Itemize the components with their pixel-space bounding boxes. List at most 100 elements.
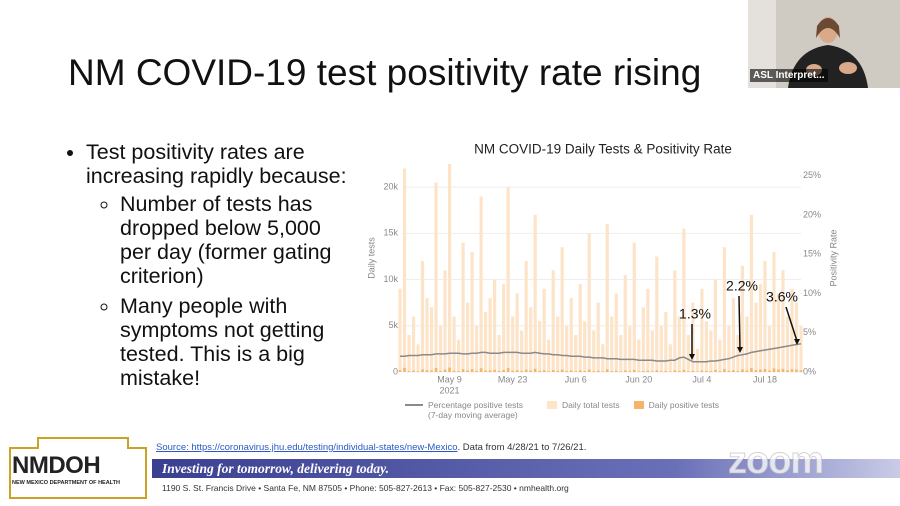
bar xyxy=(592,330,596,372)
bar xyxy=(750,368,753,372)
bar xyxy=(434,182,438,372)
y2-tick-label: 5% xyxy=(803,327,816,337)
slide-title: NM COVID-19 test positivity rate rising xyxy=(68,52,702,93)
bar xyxy=(474,325,479,372)
bar xyxy=(772,251,776,372)
bar xyxy=(583,321,587,372)
bar xyxy=(484,370,487,372)
bar xyxy=(583,371,587,372)
bar xyxy=(538,370,541,372)
bar xyxy=(759,369,762,372)
bar xyxy=(403,367,406,372)
bar xyxy=(754,370,758,372)
annotation-arrow xyxy=(785,306,798,342)
bar xyxy=(511,316,515,372)
bar xyxy=(745,370,749,372)
bar xyxy=(700,370,704,372)
bar xyxy=(461,242,465,372)
legend-swatch xyxy=(633,401,644,409)
bar xyxy=(475,370,478,372)
bar xyxy=(565,371,569,372)
bar xyxy=(502,370,505,372)
bar xyxy=(538,321,542,372)
bar xyxy=(741,369,744,372)
bar xyxy=(407,371,411,372)
bar xyxy=(646,370,650,372)
sub-bullets: Number of tests has dropped below 5,000 … xyxy=(86,192,356,390)
sub-bullet: Many people with symptoms not getting te… xyxy=(120,294,356,390)
bar xyxy=(574,371,578,372)
bar xyxy=(686,335,690,372)
bar xyxy=(691,302,695,372)
bar xyxy=(511,370,514,372)
y-tick-label: 10k xyxy=(383,274,398,284)
bar xyxy=(425,370,429,372)
bar xyxy=(723,369,726,372)
source-note: . Data from 4/28/21 to 7/26/21. xyxy=(457,442,587,453)
bar xyxy=(777,369,780,372)
y-tick-label: 15k xyxy=(383,228,398,238)
legend: Percentage positive tests (7-day moving … xyxy=(405,400,719,420)
annotation: 2.2% xyxy=(726,278,758,294)
bar xyxy=(457,371,460,372)
participant-video[interactable]: ASL Interpret... xyxy=(748,0,900,88)
bar xyxy=(632,369,636,372)
bar xyxy=(569,298,573,372)
bar xyxy=(610,316,614,372)
legend-label: Percentage positive tests (7-day moving … xyxy=(428,400,523,420)
bar xyxy=(745,316,749,372)
bar xyxy=(578,370,582,372)
bar xyxy=(619,335,623,372)
bar xyxy=(659,325,663,372)
banner: Investing for tomorrow, delivering today… xyxy=(152,459,900,478)
source-line: Source: https://coronavirus.jhu.edu/test… xyxy=(156,442,586,453)
bar xyxy=(795,369,798,372)
sub-bullet: Number of tests has dropped below 5,000 … xyxy=(120,192,356,288)
hair xyxy=(816,18,840,38)
logo: NMDOH NEW MEXICO DEPARTMENT OF HEALTH xyxy=(8,436,150,500)
bar xyxy=(668,344,672,372)
bar xyxy=(416,371,420,372)
arrow-head xyxy=(737,347,743,353)
bar xyxy=(727,325,731,372)
bar xyxy=(610,371,614,372)
bar xyxy=(443,369,447,372)
bar xyxy=(695,348,699,372)
source-link[interactable]: Source: https://coronavirus.jhu.edu/test… xyxy=(156,442,458,453)
logo-outline xyxy=(9,437,147,499)
logo-subtext: NEW MEXICO DEPARTMENT OF HEALTH xyxy=(12,480,120,486)
bar xyxy=(790,288,794,372)
bar xyxy=(673,370,677,372)
x-tick-label: May 23 xyxy=(498,374,528,384)
bar xyxy=(430,370,433,372)
bar xyxy=(411,316,416,372)
x-tick-label: Jun 6 xyxy=(565,374,587,384)
bar xyxy=(461,369,465,372)
legend-swatch xyxy=(405,404,423,406)
bar xyxy=(673,270,677,372)
bar xyxy=(736,335,740,372)
bar xyxy=(556,370,559,372)
bar xyxy=(646,288,650,372)
bar xyxy=(628,325,632,372)
bar xyxy=(452,370,456,372)
bar xyxy=(556,316,560,372)
y2-tick-label: 25% xyxy=(803,170,821,180)
bar xyxy=(412,370,415,372)
bar xyxy=(677,316,681,372)
bar xyxy=(596,302,600,372)
bar xyxy=(465,302,470,372)
bar xyxy=(651,371,654,372)
bar xyxy=(416,344,420,372)
bar xyxy=(438,325,443,372)
y2-tick-label: 20% xyxy=(803,209,821,219)
bar xyxy=(493,279,497,372)
bar xyxy=(447,164,452,372)
bar xyxy=(425,298,429,372)
annotation: 1.3% xyxy=(679,306,711,322)
bar xyxy=(479,368,483,372)
bar xyxy=(704,321,708,372)
bar xyxy=(493,369,496,372)
bar xyxy=(727,370,731,372)
